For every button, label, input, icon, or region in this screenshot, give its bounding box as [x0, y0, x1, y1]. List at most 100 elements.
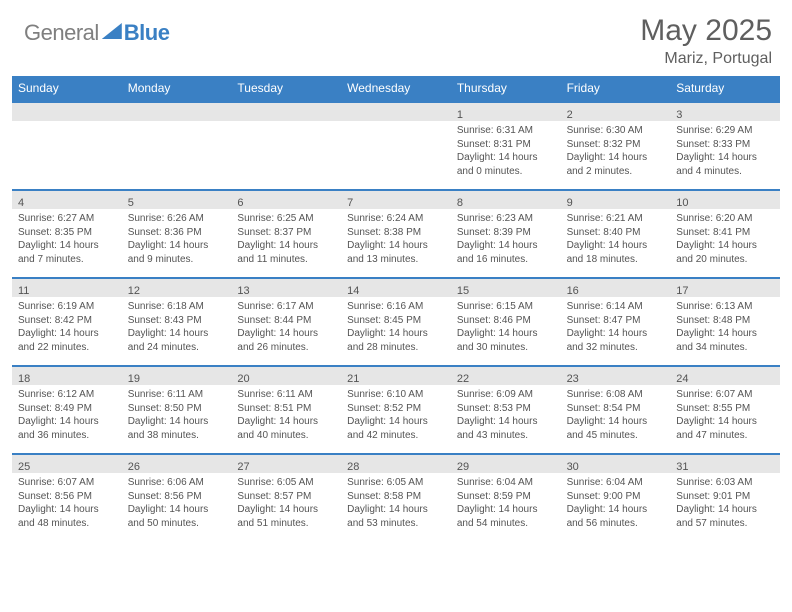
sunrise-text: Sunrise: 6:14 AM [567, 300, 666, 314]
day-body: Sunrise: 6:26 AMSunset: 8:36 PMDaylight:… [122, 209, 232, 269]
day-number-row: 1 [451, 103, 561, 121]
day-number-row: 5 [122, 191, 232, 209]
day-body: Sunrise: 6:24 AMSunset: 8:38 PMDaylight:… [341, 209, 451, 269]
sunset-text: Sunset: 8:32 PM [567, 138, 666, 152]
daylight-text: Daylight: 14 hours and 50 minutes. [128, 503, 227, 530]
day-number: 16 [567, 285, 579, 297]
weekday-header: Monday [122, 76, 232, 101]
daylight-text: Daylight: 14 hours and 20 minutes. [676, 239, 775, 266]
day-number-row [231, 103, 341, 121]
sunset-text: Sunset: 8:46 PM [457, 314, 556, 328]
sunrise-text: Sunrise: 6:26 AM [128, 212, 227, 226]
sunset-text: Sunset: 8:38 PM [347, 226, 446, 240]
sunrise-text: Sunrise: 6:04 AM [457, 476, 556, 490]
day-number-row: 18 [12, 367, 122, 385]
day-number-row [341, 103, 451, 121]
daylight-text: Daylight: 14 hours and 43 minutes. [457, 415, 556, 442]
daylight-text: Daylight: 14 hours and 30 minutes. [457, 327, 556, 354]
day-cell: 11Sunrise: 6:19 AMSunset: 8:42 PMDayligh… [12, 279, 122, 365]
day-number-row [12, 103, 122, 121]
day-cell [12, 103, 122, 189]
day-cell: 4Sunrise: 6:27 AMSunset: 8:35 PMDaylight… [12, 191, 122, 277]
calendar-page: General Blue May 2025 Mariz, Portugal Su… [0, 0, 792, 553]
sunset-text: Sunset: 8:44 PM [237, 314, 336, 328]
sunrise-text: Sunrise: 6:12 AM [18, 388, 117, 402]
header: General Blue May 2025 Mariz, Portugal [12, 14, 780, 68]
daylight-text: Daylight: 14 hours and 56 minutes. [567, 503, 666, 530]
sunrise-text: Sunrise: 6:04 AM [567, 476, 666, 490]
sunset-text: Sunset: 8:47 PM [567, 314, 666, 328]
sunset-text: Sunset: 8:48 PM [676, 314, 775, 328]
day-number-row: 10 [670, 191, 780, 209]
day-number: 5 [128, 197, 134, 209]
daylight-text: Daylight: 14 hours and 22 minutes. [18, 327, 117, 354]
day-cell: 25Sunrise: 6:07 AMSunset: 8:56 PMDayligh… [12, 455, 122, 541]
day-number-row: 7 [341, 191, 451, 209]
day-body: Sunrise: 6:05 AMSunset: 8:57 PMDaylight:… [231, 473, 341, 533]
daylight-text: Daylight: 14 hours and 38 minutes. [128, 415, 227, 442]
weekday-header-row: Sunday Monday Tuesday Wednesday Thursday… [12, 76, 780, 101]
day-body: Sunrise: 6:08 AMSunset: 8:54 PMDaylight:… [561, 385, 671, 445]
sunrise-text: Sunrise: 6:23 AM [457, 212, 556, 226]
day-body: Sunrise: 6:21 AMSunset: 8:40 PMDaylight:… [561, 209, 671, 269]
day-cell: 27Sunrise: 6:05 AMSunset: 8:57 PMDayligh… [231, 455, 341, 541]
sunrise-text: Sunrise: 6:29 AM [676, 124, 775, 138]
daylight-text: Daylight: 14 hours and 0 minutes. [457, 151, 556, 178]
day-number: 18 [18, 373, 30, 385]
week-row: 11Sunrise: 6:19 AMSunset: 8:42 PMDayligh… [12, 277, 780, 365]
day-body: Sunrise: 6:15 AMSunset: 8:46 PMDaylight:… [451, 297, 561, 357]
weekday-header: Wednesday [341, 76, 451, 101]
day-cell: 22Sunrise: 6:09 AMSunset: 8:53 PMDayligh… [451, 367, 561, 453]
day-body: Sunrise: 6:10 AMSunset: 8:52 PMDaylight:… [341, 385, 451, 445]
sunset-text: Sunset: 8:43 PM [128, 314, 227, 328]
day-number-row: 25 [12, 455, 122, 473]
weekday-header: Friday [561, 76, 671, 101]
day-number-row: 28 [341, 455, 451, 473]
day-number: 29 [457, 461, 469, 473]
day-number: 9 [567, 197, 573, 209]
day-body: Sunrise: 6:13 AMSunset: 8:48 PMDaylight:… [670, 297, 780, 357]
day-number-row: 21 [341, 367, 451, 385]
day-number-row: 8 [451, 191, 561, 209]
sunset-text: Sunset: 9:01 PM [676, 490, 775, 504]
weekday-header: Saturday [670, 76, 780, 101]
sunset-text: Sunset: 8:50 PM [128, 402, 227, 416]
day-body: Sunrise: 6:29 AMSunset: 8:33 PMDaylight:… [670, 121, 780, 181]
daylight-text: Daylight: 14 hours and 32 minutes. [567, 327, 666, 354]
day-cell: 2Sunrise: 6:30 AMSunset: 8:32 PMDaylight… [561, 103, 671, 189]
daylight-text: Daylight: 14 hours and 54 minutes. [457, 503, 556, 530]
daylight-text: Daylight: 14 hours and 16 minutes. [457, 239, 556, 266]
sunrise-text: Sunrise: 6:08 AM [567, 388, 666, 402]
day-body: Sunrise: 6:16 AMSunset: 8:45 PMDaylight:… [341, 297, 451, 357]
sunset-text: Sunset: 8:53 PM [457, 402, 556, 416]
logo-text-blue: Blue [124, 20, 170, 46]
daylight-text: Daylight: 14 hours and 40 minutes. [237, 415, 336, 442]
daylight-text: Daylight: 14 hours and 57 minutes. [676, 503, 775, 530]
day-cell: 13Sunrise: 6:17 AMSunset: 8:44 PMDayligh… [231, 279, 341, 365]
day-number-row: 16 [561, 279, 671, 297]
day-number: 25 [18, 461, 30, 473]
calendar: Sunday Monday Tuesday Wednesday Thursday… [12, 76, 780, 541]
sunset-text: Sunset: 8:58 PM [347, 490, 446, 504]
sunset-text: Sunset: 8:57 PM [237, 490, 336, 504]
sunset-text: Sunset: 8:37 PM [237, 226, 336, 240]
sunset-text: Sunset: 8:40 PM [567, 226, 666, 240]
day-number-row: 26 [122, 455, 232, 473]
day-number-row: 27 [231, 455, 341, 473]
day-cell: 24Sunrise: 6:07 AMSunset: 8:55 PMDayligh… [670, 367, 780, 453]
day-cell: 28Sunrise: 6:05 AMSunset: 8:58 PMDayligh… [341, 455, 451, 541]
day-body: Sunrise: 6:05 AMSunset: 8:58 PMDaylight:… [341, 473, 451, 533]
sunset-text: Sunset: 8:56 PM [18, 490, 117, 504]
day-body: Sunrise: 6:03 AMSunset: 9:01 PMDaylight:… [670, 473, 780, 533]
daylight-text: Daylight: 14 hours and 13 minutes. [347, 239, 446, 266]
weekday-header: Sunday [12, 76, 122, 101]
daylight-text: Daylight: 14 hours and 7 minutes. [18, 239, 117, 266]
day-body: Sunrise: 6:19 AMSunset: 8:42 PMDaylight:… [12, 297, 122, 357]
sunrise-text: Sunrise: 6:11 AM [128, 388, 227, 402]
day-number: 22 [457, 373, 469, 385]
daylight-text: Daylight: 14 hours and 24 minutes. [128, 327, 227, 354]
day-number-row: 9 [561, 191, 671, 209]
sunset-text: Sunset: 8:35 PM [18, 226, 117, 240]
day-number: 2 [567, 109, 573, 121]
sunrise-text: Sunrise: 6:13 AM [676, 300, 775, 314]
